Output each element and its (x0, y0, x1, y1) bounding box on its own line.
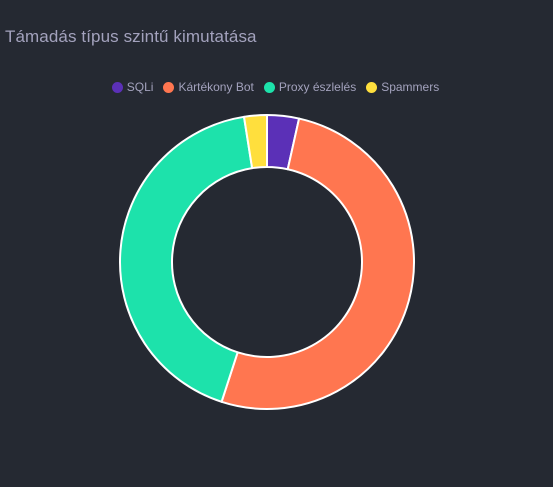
donut-slice[interactable] (243, 114, 268, 170)
legend-marker (263, 81, 275, 93)
legend-label: Spammers (381, 80, 440, 94)
legend-label: Kártékony Bot (178, 80, 254, 94)
legend-item[interactable]: Proxy észlelés (263, 80, 357, 94)
legend-label: SQLi (126, 80, 154, 94)
donut-slice[interactable] (119, 115, 254, 403)
chart-title: Támadás típus szintű kimutatása (5, 27, 257, 46)
legend-marker (111, 81, 123, 93)
legend-items: SQLi Kártékony Bot Proxy észlelés Spammers (111, 80, 439, 94)
legend-label: Proxy észlelés (278, 80, 357, 94)
legend-item[interactable]: Spammers (366, 80, 439, 94)
donut-slice[interactable] (220, 117, 416, 410)
legend-marker (163, 81, 175, 93)
legend-item[interactable]: Kártékony Bot (163, 80, 254, 94)
chart-legend: SQLi Kártékony Bot Proxy észlelés Spammers (0, 80, 553, 94)
legend-item[interactable]: SQLi (111, 80, 154, 94)
legend-marker (366, 81, 378, 93)
